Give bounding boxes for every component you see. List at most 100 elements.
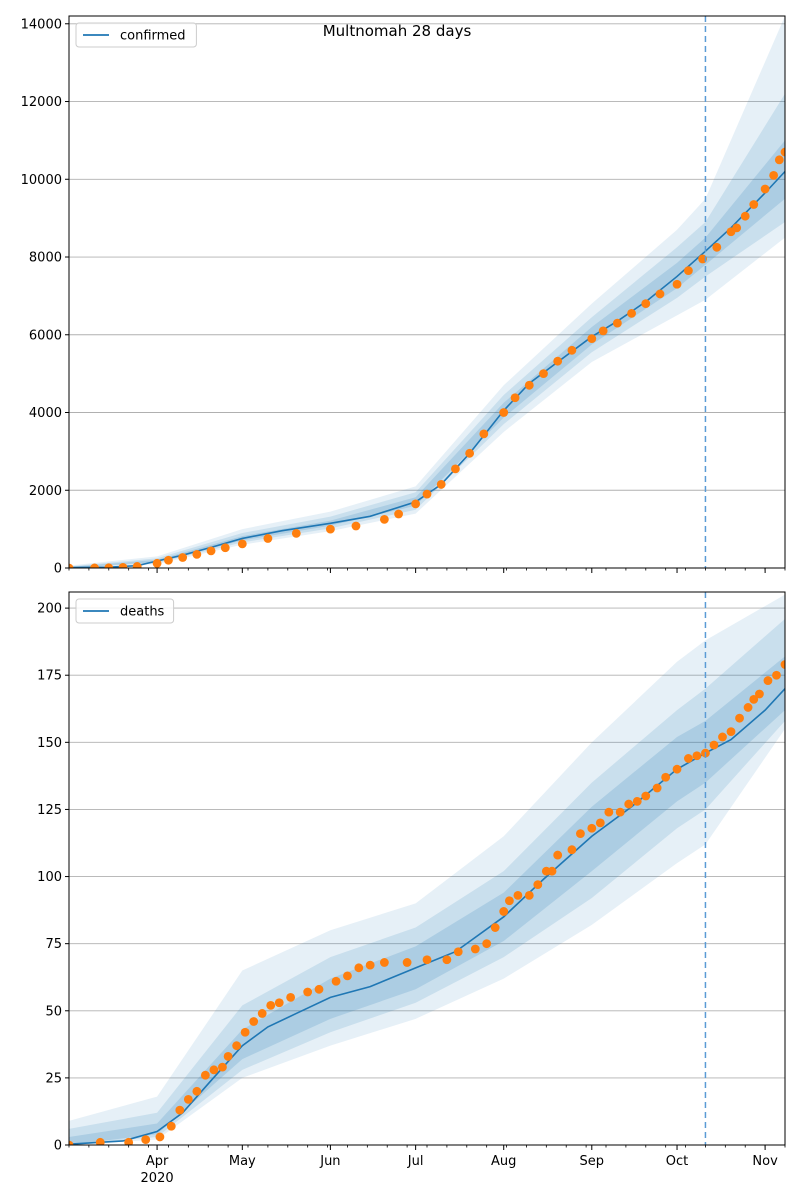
confirmed-observed-point-13 [291, 529, 301, 538]
deaths-y-tick-label-8: 200 [37, 602, 62, 617]
deaths-y-tick-label-7: 175 [37, 669, 62, 684]
confirmed-panel: 0 2000 4000 6000 8000 10000 12000 14000 confirme… [21, 15, 786, 577]
deaths-observed-point-15 [249, 1017, 259, 1026]
deaths-observed-point-36 [513, 890, 523, 900]
confirmed-y-tick-label-7: 14000 [21, 17, 62, 32]
deaths-y-tick-label-6: 150 [37, 736, 62, 751]
deaths-observed-point-0 [69, 1140, 74, 1145]
confirmed-observed-point-43 [749, 200, 759, 209]
confirmed-observed-point-10 [220, 543, 230, 553]
deaths-observed-point-62 [749, 694, 759, 704]
confirmed-observed-point-36 [672, 279, 682, 289]
deaths-band-middle [69, 618, 785, 1145]
confirmed-observed-point-17 [394, 509, 403, 519]
confirmed-observed-point-47 [780, 147, 785, 157]
confirmed-observed-point-39 [712, 242, 722, 252]
confirmed-observed-point-37 [683, 266, 693, 276]
deaths-observed-point-47 [615, 807, 625, 817]
confirmed-observed-point-18 [411, 499, 421, 509]
deaths-x-tick-label-5: Sep [580, 1154, 605, 1169]
confirmed-observed-point-26 [524, 380, 534, 390]
deaths-observed-point-21 [314, 984, 324, 994]
deaths-observed-point-52 [661, 772, 671, 782]
confirmed-observed-point-11 [237, 539, 247, 549]
deaths-x-tick-label-3: Jul [407, 1154, 424, 1169]
confirmed-observed-point-3 [118, 563, 128, 568]
confirmed-observed-point-24 [499, 408, 509, 417]
deaths-observed-point-9 [200, 1070, 210, 1080]
deaths-observed-point-45 [595, 818, 605, 828]
deaths-x-tick-label-0: Apr [146, 1154, 169, 1169]
deaths-observed-point-13 [232, 1041, 242, 1051]
deaths-y-tick-label-1: 25 [45, 1071, 62, 1086]
confirmed-observed-point-9 [206, 546, 216, 556]
deaths-y-tick-label-2: 50 [45, 1004, 62, 1019]
deaths-observed-point-48 [624, 799, 634, 809]
deaths-observed-point-33 [490, 923, 500, 932]
deaths-observed-point-3 [141, 1135, 151, 1145]
confirmed-observed-point-33 [627, 308, 636, 318]
confirmed-observed-point-16 [379, 515, 389, 524]
figure-title: Multnomah 28 days [323, 22, 472, 40]
deaths-observed-point-42 [567, 845, 577, 855]
deaths-y-tick-label-0: 0 [54, 1139, 62, 1154]
deaths-observed-point-65 [772, 670, 781, 680]
deaths-observed-point-50 [641, 791, 651, 801]
deaths-band-outer [69, 594, 785, 1145]
confirmed-legend: confirmed [75, 22, 197, 48]
confirmed-observed-point-6 [164, 555, 173, 565]
deaths-observed-point-41 [553, 850, 563, 860]
deaths-observed-point-46 [604, 807, 614, 817]
deaths-panel: 0 25 50 75 100 125 150 175 200 Apr 2020 May Jun Jul Au… [37, 591, 786, 1186]
deaths-observed-point-54 [683, 754, 693, 763]
deaths-observed-point-34 [499, 907, 509, 916]
deaths-observed-point-51 [652, 783, 662, 793]
deaths-observed-point-22 [331, 976, 341, 986]
confirmed-band-outer [69, 16, 785, 568]
deaths-observed-point-49 [632, 796, 642, 806]
confirmed-observed-point-15 [351, 521, 361, 531]
deaths-observed-point-64 [763, 676, 773, 685]
confirmed-observed-point-30 [587, 334, 597, 344]
deaths-observed-point-17 [266, 1001, 276, 1010]
deaths-observed-point-61 [743, 703, 753, 712]
deaths-observed-point-35 [504, 896, 514, 906]
confirmed-observed-point-19 [422, 489, 432, 499]
deaths-observed-point-7 [183, 1094, 193, 1104]
confirmed-observed-point-2 [104, 563, 114, 568]
deaths-observed-point-19 [286, 992, 296, 1002]
deaths-observed-point-5 [166, 1121, 176, 1131]
confirmed-y-tick-label-4: 8000 [29, 251, 62, 266]
deaths-observed-point-38 [533, 880, 543, 890]
deaths-observed-point-8 [192, 1086, 202, 1096]
confirmed-observed-point-8 [192, 549, 202, 559]
deaths-observed-point-20 [303, 987, 313, 997]
deaths-observed-point-1 [95, 1137, 105, 1145]
confirmed-observed-point-0 [69, 563, 74, 568]
confirmed-observed-point-4 [132, 562, 142, 568]
deaths-observed-point-37 [524, 890, 534, 900]
confirmed-observed-point-46 [774, 155, 784, 165]
deaths-x-tick-label-4: Aug [491, 1154, 516, 1169]
deaths-observed-point-66 [780, 660, 785, 669]
deaths-observed-point-28 [422, 955, 432, 965]
deaths-observed-point-24 [354, 963, 364, 973]
deaths-observed-point-11 [218, 1062, 227, 1072]
confirmed-observed-point-23 [479, 429, 489, 439]
deaths-observed-point-63 [755, 689, 764, 699]
confirmed-observed-point-35 [655, 289, 665, 299]
confirmed-observed-point-41 [732, 223, 742, 233]
deaths-x-tick-sublabel-0: 2020 [141, 1171, 174, 1186]
deaths-y-tick-label-3: 75 [45, 937, 62, 952]
confirmed-observed-point-22 [465, 448, 475, 458]
deaths-observed-point-59 [726, 727, 736, 736]
confirmed-observed-point-28 [553, 356, 563, 366]
confirmed-observed-point-31 [598, 326, 608, 336]
deaths-observed-point-40 [547, 866, 557, 876]
confirmed-observed-point-25 [510, 393, 520, 403]
deaths-observed-point-30 [453, 947, 463, 957]
deaths-observed-point-55 [692, 751, 702, 761]
deaths-legend: deaths [75, 598, 175, 624]
confirmed-observed-point-44 [760, 184, 770, 194]
